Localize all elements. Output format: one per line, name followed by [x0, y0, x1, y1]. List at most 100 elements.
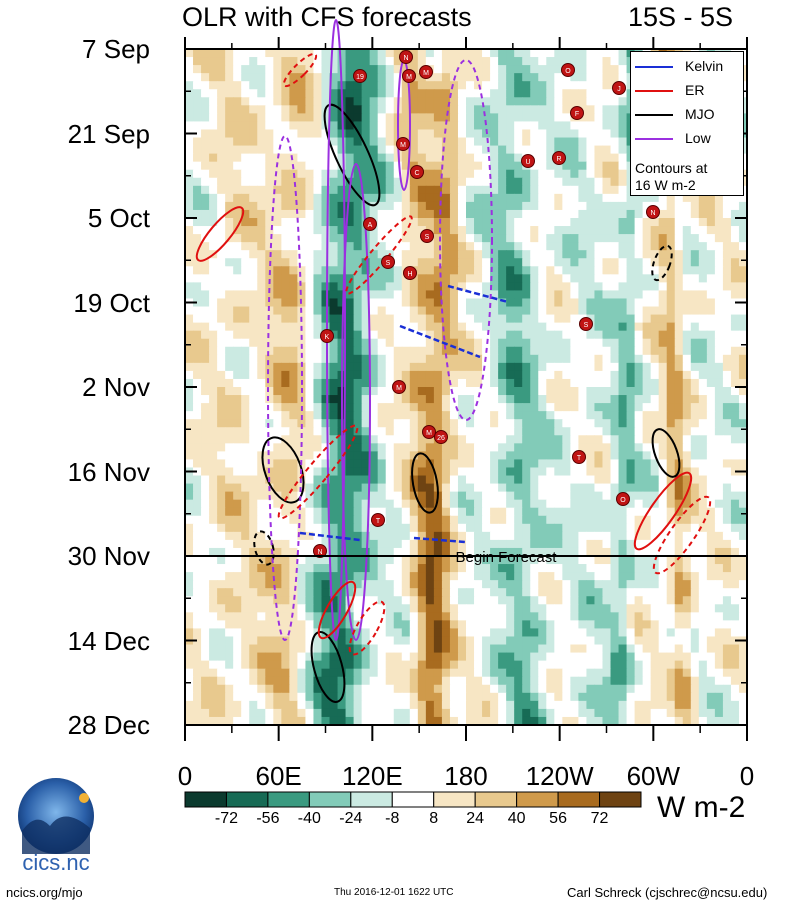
olr-cell: [722, 459, 732, 469]
olr-cell: [490, 362, 499, 372]
olr-cell: [217, 403, 226, 412]
olr-cell: [706, 547, 716, 557]
olr-cell: [682, 572, 692, 581]
olr-cell: [562, 596, 571, 605]
olr-cell: [498, 209, 507, 219]
olr-cell: [658, 298, 668, 308]
olr-cell: [193, 218, 202, 227]
olr-cell: [714, 338, 724, 348]
olr-cell: [498, 507, 507, 517]
olr-cell: [441, 73, 451, 82]
olr-cell: [498, 250, 507, 259]
olr-cell: [433, 274, 443, 283]
olr-cell: [658, 483, 668, 493]
olr-cell: [225, 266, 234, 275]
olr-cell: [289, 226, 298, 235]
olr-cell: [265, 580, 274, 589]
olr-cell: [385, 378, 395, 388]
olr-cell: [618, 49, 628, 58]
olr-cell: [289, 242, 298, 251]
olr-cell: [578, 499, 588, 509]
olr-cell: [554, 523, 563, 533]
olr-cell: [193, 274, 202, 283]
olr-cell: [674, 531, 684, 541]
olr-cell: [570, 612, 579, 621]
olr-cell: [634, 564, 644, 573]
olr-cell: [329, 153, 339, 163]
olr-cell: [634, 604, 644, 613]
olr-cell: [401, 564, 411, 573]
olr-cell: [506, 274, 515, 283]
olr-cell: [730, 564, 740, 573]
olr-cell: [369, 547, 379, 557]
olr-cell: [185, 97, 194, 106]
olr-cell: [498, 169, 507, 179]
olr-cell: [674, 427, 684, 436]
olr-cell: [730, 362, 740, 372]
olr-cell: [586, 234, 596, 243]
olr-cell: [546, 89, 555, 98]
olr-cell: [482, 121, 491, 131]
olr-cell: [241, 338, 250, 348]
olr-cell: [490, 314, 499, 324]
olr-cell: [377, 330, 387, 340]
olr-cell: [305, 572, 315, 581]
olr-cell: [201, 145, 210, 155]
olr-cell: [265, 113, 274, 123]
olr-cell: [530, 435, 539, 444]
olr-cell: [449, 201, 459, 211]
olr-cell: [650, 234, 660, 243]
olr-cell: [466, 572, 475, 581]
olr-cell: [393, 362, 403, 372]
olr-cell: [706, 427, 716, 436]
olr-cell: [441, 274, 451, 283]
olr-cell: [602, 89, 612, 98]
olr-cell: [273, 89, 282, 98]
olr-cell: [281, 330, 290, 340]
olr-cell: [730, 604, 740, 613]
olr-cell: [337, 274, 347, 283]
olr-cell: [313, 234, 323, 243]
olr-cell: [618, 129, 628, 139]
olr-cell: [201, 153, 210, 163]
olr-cell: [401, 226, 411, 235]
olr-cell: [385, 201, 395, 211]
olr-cell: [257, 282, 266, 292]
olr-cell: [353, 338, 363, 348]
olr-cell: [674, 596, 684, 605]
olr-cell: [506, 604, 515, 613]
olr-cell: [634, 531, 644, 541]
olr-cell: [337, 57, 347, 66]
olr-cell: [185, 242, 194, 251]
olr-cell: [594, 65, 604, 74]
olr-cell: [602, 129, 612, 139]
olr-cell: [265, 547, 274, 557]
olr-cell: [265, 346, 274, 356]
olr-cell: [562, 395, 571, 404]
olr-cell: [289, 491, 298, 501]
olr-cell: [586, 483, 596, 493]
olr-cell: [682, 411, 692, 420]
olr-cell: [714, 306, 724, 316]
olr-cell: [594, 572, 604, 581]
olr-cell: [241, 242, 250, 251]
olr-cell: [369, 604, 379, 613]
olr-cell: [466, 89, 475, 98]
olr-cell: [650, 459, 660, 469]
olr-cell: [377, 153, 387, 163]
olr-cell: [642, 580, 652, 589]
olr-cell: [674, 556, 684, 565]
olr-cell: [466, 218, 475, 227]
olr-cell: [353, 290, 363, 300]
olr-cell: [690, 234, 700, 243]
olr-cell: [321, 362, 331, 372]
olr-cell: [441, 258, 451, 267]
olr-cell: [586, 49, 596, 58]
olr-cell: [337, 604, 347, 613]
olr-cell: [425, 467, 435, 477]
olr-cell: [361, 274, 371, 283]
olr-cell: [482, 411, 491, 420]
olr-cell: [417, 258, 427, 267]
olr-cell: [514, 201, 523, 211]
olr-cell: [241, 137, 250, 147]
